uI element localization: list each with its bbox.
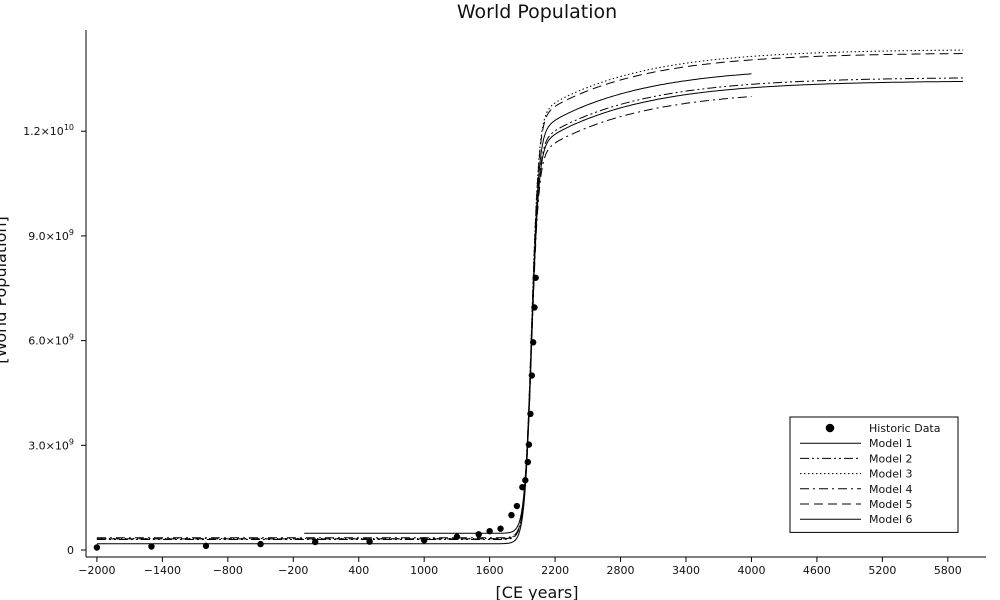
historic-data-point [524, 458, 532, 466]
historic-data-point [519, 483, 526, 491]
x-tick-label: −200 [278, 564, 308, 577]
legend-label-model-2: Model 2 [869, 452, 913, 465]
legend-label-historic: Historic Data [869, 422, 941, 435]
historic-data-point [453, 533, 461, 540]
x-tick-label: 2200 [541, 564, 569, 577]
x-tick-label: 400 [348, 564, 369, 577]
legend-label-model-1: Model 1 [869, 437, 913, 450]
x-tick-label: −2000 [78, 564, 115, 577]
historic-data-point [527, 410, 534, 418]
y-tick-label: 0 [67, 544, 74, 557]
historic-data-point [522, 477, 529, 484]
historic-data-point [531, 304, 538, 311]
historic-data-point [366, 538, 373, 545]
x-tick-label: −800 [213, 564, 243, 577]
y-axis-label: [World Population] [0, 216, 10, 363]
historic-data-point [486, 527, 493, 535]
historic-data-point [508, 511, 515, 519]
chart-title: World Population [457, 1, 617, 23]
y-tick-label: 1.2×1010 [23, 123, 74, 138]
historic-data-point [312, 538, 319, 546]
x-tick-label: 1000 [410, 564, 438, 577]
legend-label-model-4: Model 4 [869, 483, 913, 496]
x-tick-label: −1400 [144, 564, 181, 577]
legend-box [789, 416, 959, 533]
x-tick-label: 5800 [934, 564, 962, 577]
historic-data-point [420, 537, 428, 544]
model-line-model-3 [96, 49, 964, 539]
x-tick-label: 3400 [672, 564, 700, 577]
model-line-model-5 [96, 53, 964, 540]
y-tick-label: 9.0×109 [28, 228, 74, 243]
legend-label-model-5: Model 5 [869, 498, 913, 511]
historic-data-point [257, 540, 264, 548]
x-tick-label: 5200 [868, 564, 896, 577]
x-tick-label: 4600 [803, 564, 831, 577]
legend-marker-historic [825, 423, 835, 433]
historic-data-point [528, 372, 536, 379]
x-tick-label: 1600 [476, 564, 504, 577]
x-axis-label: [CE years] [496, 583, 579, 600]
historic-data-point [513, 502, 521, 510]
y-tick-label: 6.0×109 [28, 333, 74, 348]
legend: Historic Data Model 1 Model 2 Model 3 Model … [789, 416, 959, 533]
historic-data-point [532, 274, 539, 281]
model-line-model-6 [304, 73, 752, 534]
plot-area: −2000 −1400 −800 −200 400 1000 1600 2200 2800 340… [23, 30, 986, 577]
x-tick-label: 4000 [737, 564, 765, 577]
legend-label-model-3: Model 3 [869, 468, 913, 481]
historic-data-point [529, 339, 537, 346]
historic-data-point [202, 542, 210, 550]
historic-data-point [525, 441, 533, 448]
model-line-model-4 [96, 96, 752, 539]
legend-label-model-6: Model 6 [869, 513, 913, 526]
x-tick-label: 2800 [607, 564, 635, 577]
y-tick-label: 3.0×109 [28, 437, 74, 452]
historic-data-point [93, 544, 101, 551]
historic-data-point [148, 543, 155, 550]
historic-data-point [475, 531, 482, 538]
historic-data-point [497, 525, 504, 532]
